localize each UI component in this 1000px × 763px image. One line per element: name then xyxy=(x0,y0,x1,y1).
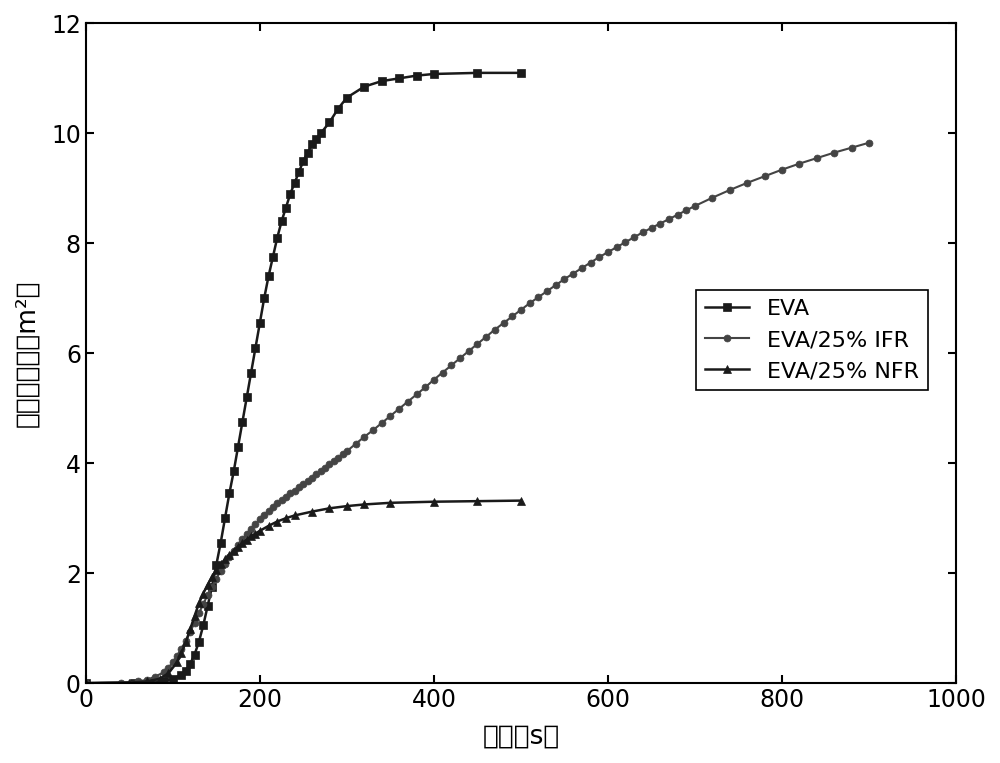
EVA/25% NFR xyxy=(280,513,292,523)
EVA/25% NFR xyxy=(141,677,153,686)
EVA xyxy=(128,678,140,687)
EVA/25% NFR xyxy=(154,674,166,684)
EVA/25% NFR xyxy=(215,560,227,569)
EVA/25% NFR xyxy=(471,497,483,506)
EVA xyxy=(428,69,440,79)
EVA/25% NFR xyxy=(245,532,257,541)
EVA xyxy=(263,272,275,281)
EVA xyxy=(393,74,405,83)
EVA xyxy=(197,621,209,630)
EVA/25% NFR xyxy=(193,599,205,608)
EVA/25% NFR xyxy=(254,526,266,536)
EVA/25% NFR xyxy=(249,529,261,538)
Line: EVA/25% NFR: EVA/25% NFR xyxy=(82,497,525,687)
EVA xyxy=(280,203,292,212)
EVA xyxy=(202,601,214,610)
EVA xyxy=(323,118,335,127)
EVA/25% NFR xyxy=(289,511,301,520)
EVA xyxy=(228,467,240,476)
Line: EVA: EVA xyxy=(82,69,525,687)
EVA xyxy=(376,76,388,85)
EVA xyxy=(210,560,222,569)
EVA xyxy=(358,82,370,92)
EVA/25% NFR xyxy=(180,637,192,646)
EVA xyxy=(193,637,205,646)
EVA/25% IFR xyxy=(463,346,475,356)
EVA/25% NFR xyxy=(341,501,353,510)
EVA xyxy=(306,140,318,149)
EVA/25% NFR xyxy=(263,521,275,530)
EVA xyxy=(223,489,235,498)
EVA xyxy=(276,217,288,226)
EVA xyxy=(310,134,322,143)
EVA/25% NFR xyxy=(197,589,209,598)
EVA/25% NFR xyxy=(236,539,248,548)
EVA/25% NFR xyxy=(210,566,222,575)
EVA xyxy=(302,148,314,157)
EVA xyxy=(271,233,283,243)
EVA/25% NFR xyxy=(232,542,244,552)
EVA xyxy=(245,368,257,377)
EVA/25% NFR xyxy=(323,504,335,513)
EVA/25% NFR xyxy=(271,517,283,526)
EVA xyxy=(297,156,309,166)
EVA xyxy=(293,167,305,176)
EVA xyxy=(341,93,353,102)
EVA/25% IFR xyxy=(80,678,92,687)
EVA/25% NFR xyxy=(241,535,253,544)
EVA xyxy=(315,129,327,138)
EVA xyxy=(258,294,270,303)
EVA xyxy=(167,674,179,684)
EVA xyxy=(180,666,192,675)
EVA xyxy=(471,69,483,78)
EVA/25% IFR xyxy=(402,397,414,406)
EVA xyxy=(515,69,527,78)
EVA xyxy=(332,104,344,113)
EVA xyxy=(411,71,423,80)
EVA/25% NFR xyxy=(80,678,92,687)
EVA xyxy=(189,650,201,659)
X-axis label: 时间（s）: 时间（s） xyxy=(482,723,560,749)
EVA xyxy=(206,582,218,591)
EVA/25% IFR xyxy=(171,651,183,660)
EVA xyxy=(267,253,279,262)
EVA/25% NFR xyxy=(162,668,174,678)
EVA/25% NFR xyxy=(202,580,214,589)
EVA/25% IFR xyxy=(576,263,588,272)
EVA xyxy=(289,179,301,188)
EVA/25% NFR xyxy=(219,555,231,564)
EVA xyxy=(215,539,227,548)
EVA/25% NFR xyxy=(306,507,318,517)
EVA/25% NFR xyxy=(175,649,187,658)
EVA/25% NFR xyxy=(206,572,218,581)
Line: EVA/25% IFR: EVA/25% IFR xyxy=(82,139,873,687)
EVA xyxy=(219,513,231,523)
EVA/25% NFR xyxy=(228,546,240,555)
EVA/25% NFR xyxy=(171,658,183,667)
EVA xyxy=(175,671,187,680)
EVA/25% NFR xyxy=(189,611,201,620)
EVA/25% NFR xyxy=(223,550,235,559)
EVA xyxy=(232,442,244,451)
EVA/25% IFR xyxy=(162,663,174,672)
EVA/25% IFR xyxy=(337,450,349,459)
Y-axis label: 烟释放总量（m²）: 烟释放总量（m²） xyxy=(14,279,40,427)
EVA/25% NFR xyxy=(428,497,440,507)
EVA xyxy=(284,189,296,198)
EVA/25% NFR xyxy=(358,500,370,509)
EVA xyxy=(158,676,170,685)
EVA xyxy=(184,659,196,668)
EVA xyxy=(254,318,266,327)
Legend: EVA, EVA/25% IFR, EVA/25% NFR: EVA, EVA/25% IFR, EVA/25% NFR xyxy=(696,290,928,390)
EVA/25% NFR xyxy=(384,498,396,507)
EVA/25% NFR xyxy=(515,496,527,505)
EVA xyxy=(249,343,261,353)
EVA xyxy=(145,678,157,687)
EVA xyxy=(241,393,253,402)
EVA xyxy=(80,678,92,687)
EVA xyxy=(236,417,248,427)
EVA/25% IFR xyxy=(863,138,875,147)
EVA/25% NFR xyxy=(123,678,135,687)
EVA/25% NFR xyxy=(184,625,196,634)
